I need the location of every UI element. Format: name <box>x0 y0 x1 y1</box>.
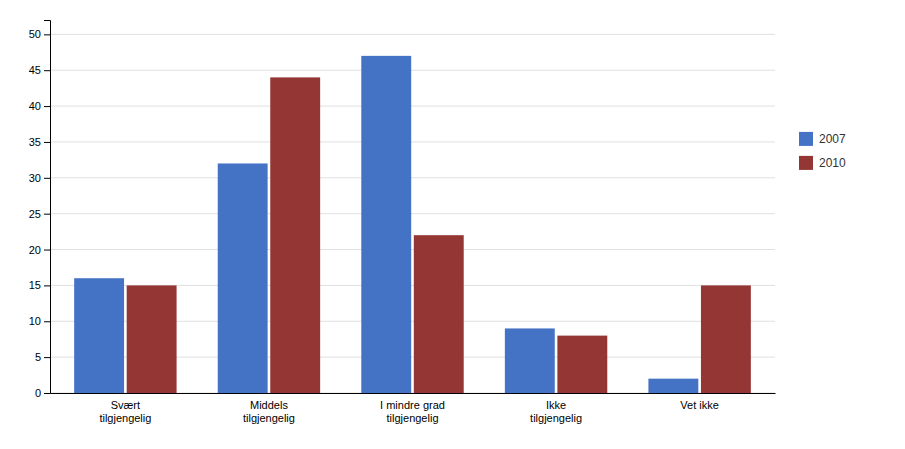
axis-line <box>44 21 51 394</box>
bar <box>218 163 268 393</box>
legend-label: 2010 <box>819 156 846 170</box>
tick-mark <box>44 34 50 35</box>
y-tick: 40 <box>29 100 50 112</box>
y-tick: 35 <box>29 136 50 148</box>
bar <box>270 77 320 393</box>
tick-mark <box>44 214 50 215</box>
legend-item: 2007 <box>799 132 846 146</box>
grid-line <box>50 177 775 178</box>
legend-label: 2007 <box>819 132 846 146</box>
tick-label: Middelstilgjengelig <box>243 399 295 424</box>
y-tick: 25 <box>29 208 50 220</box>
tick-label: Vet ikke <box>680 399 719 411</box>
chart: 0 5 10 15 20 25 30 35 40 45 50 Sværttilgjengelig Mid… <box>0 0 905 449</box>
tick-label: 35 <box>29 136 41 148</box>
grid-line <box>50 213 775 214</box>
bar <box>505 328 555 393</box>
legend-item: 2010 <box>799 156 846 170</box>
tick-label: 15 <box>29 279 41 291</box>
grid-line <box>50 249 775 250</box>
tick-label: 0 <box>35 387 41 399</box>
tick-mark <box>44 250 50 251</box>
grid-line <box>50 106 775 107</box>
tick-label: 10 <box>29 315 41 327</box>
tick-mark <box>44 357 50 358</box>
x-tick: Vet ikke <box>680 399 719 411</box>
tick-mark <box>44 106 50 107</box>
grid-line <box>50 34 775 35</box>
y-tick: 10 <box>29 315 50 327</box>
bar <box>648 379 698 393</box>
tick-mark <box>44 142 50 143</box>
y-tick: 30 <box>29 172 50 184</box>
x-axis: Sværttilgjengelig Middelstilgjengelig I mi… <box>51 394 776 425</box>
y-axis: 0 5 10 15 20 25 30 35 40 45 50 <box>29 21 51 400</box>
tick-label: I mindre gradtilgjengelig <box>380 399 445 424</box>
bar <box>361 56 411 393</box>
legend-swatch <box>799 156 813 170</box>
tick-label: 50 <box>29 28 41 40</box>
y-tick: 15 <box>29 279 50 291</box>
bar <box>701 285 751 393</box>
bar <box>557 336 607 393</box>
legend-swatch <box>799 132 813 146</box>
bar <box>127 285 177 393</box>
tick-label: 5 <box>35 351 41 363</box>
tick-label: Ikketilgjengelig <box>530 399 582 424</box>
axis-line <box>51 393 776 394</box>
plot: 0 5 10 15 20 25 30 35 40 45 50 Sværttilgjengelig Mid… <box>29 21 776 425</box>
tick-mark <box>44 285 50 286</box>
grid <box>50 34 775 393</box>
tick-mark <box>44 393 50 394</box>
tick-mark <box>44 178 50 179</box>
x-tick: Sværttilgjengelig <box>99 399 151 424</box>
bars <box>74 56 751 393</box>
tick-label: 40 <box>29 100 41 112</box>
tick-label: 20 <box>29 244 41 256</box>
tick-label: Sværttilgjengelig <box>99 399 151 424</box>
y-tick: 0 <box>35 387 50 399</box>
y-tick: 5 <box>35 351 50 363</box>
x-tick: I mindre gradtilgjengelig <box>380 399 445 424</box>
bar <box>414 235 464 393</box>
y-tick: 20 <box>29 244 50 256</box>
y-tick: 50 <box>29 28 50 40</box>
tick-label: 25 <box>29 208 41 220</box>
grid-line <box>50 70 775 71</box>
x-tick: Middelstilgjengelig <box>243 399 295 424</box>
y-tick: 45 <box>29 64 50 76</box>
tick-label: 30 <box>29 172 41 184</box>
tick-label: 45 <box>29 64 41 76</box>
grid-line <box>50 141 775 142</box>
tick-mark <box>44 70 50 71</box>
x-tick: Ikketilgjengelig <box>530 399 582 424</box>
bar <box>74 278 124 393</box>
legend: 2007 2010 <box>799 132 846 170</box>
tick-mark <box>44 321 50 322</box>
